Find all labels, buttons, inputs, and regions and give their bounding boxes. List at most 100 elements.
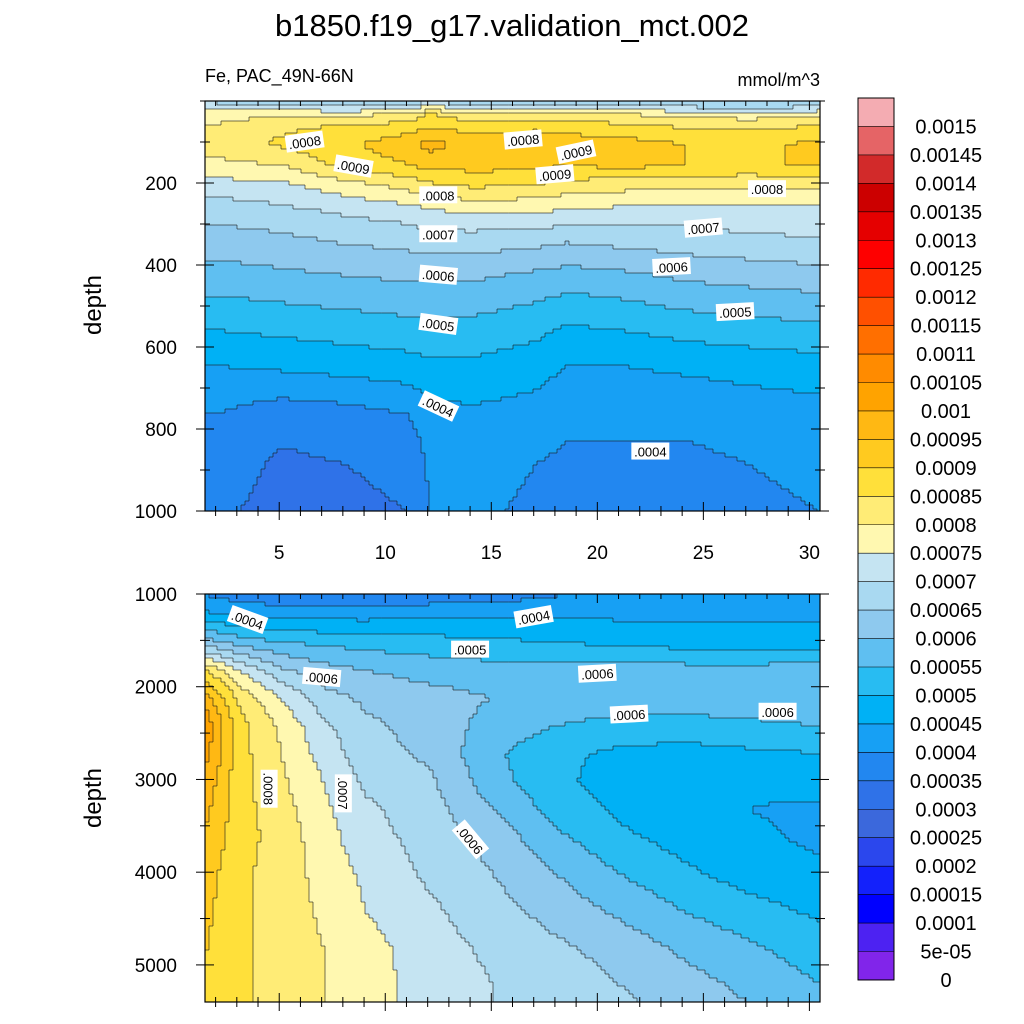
lower-band-cell [213,798,230,803]
lower-band-cell [253,874,306,879]
lower-band-cell [649,838,790,843]
upper-band-cell [257,477,366,482]
lower-band-cell [209,818,230,823]
upper-x-tick-label: 10 [375,543,396,564]
upper-band-cell [205,429,418,434]
upper-band-cell [421,449,558,454]
lower-band-cell [377,922,454,927]
upper-band-cell [485,277,674,282]
upper-band-cell [205,433,418,438]
upper-contour-label: .0009 [333,154,374,178]
upper-contour-label: .0007 [419,225,458,243]
lower-band-cell [517,830,562,835]
upper-band-cell [597,165,646,170]
lower-band-cell [469,718,586,723]
lower-band-cell [221,758,234,763]
lower-band-cell [253,910,314,915]
lower-band-cell [597,750,802,755]
upper-band-cell [205,185,306,190]
upper-band-cell [361,109,426,114]
upper-band-cell [329,373,558,378]
lower-band-cell [345,846,406,851]
lower-band-cell [205,930,210,935]
lower-band-cell [521,838,574,843]
lower-band-cell [253,882,310,887]
upper-band-cell [421,437,820,442]
upper-band-cell [205,413,410,418]
lower-band-cell [309,894,362,899]
lower-band-cell [229,774,254,779]
lower-band-cell [409,750,462,755]
upper-band-cell [653,273,820,278]
lower-band-cell [205,734,214,739]
upper-band-cell [517,393,820,398]
lower-band-cell [205,702,214,707]
upper-band-cell [553,225,686,230]
lower-band-cell [281,746,310,751]
upper-band-cell [205,313,398,318]
lower-band-cell [249,750,282,755]
lower-band-cell [713,922,820,927]
upper-band-cell [337,401,462,406]
lower-band-cell [385,810,450,815]
upper-band-cell [205,145,282,150]
upper-contour-label-bg [333,154,374,178]
upper-contour-label-text: .0004 [634,445,667,460]
upper-contour-label-bg [503,129,543,150]
lower-band-cell [261,838,302,843]
upper-x-tick-label: 30 [799,543,820,564]
lower-band-cell [365,910,446,915]
lower-band-cell [297,814,334,819]
lower-band-cell [557,934,650,939]
upper-band-cell [425,473,530,478]
lower-band-cell [253,894,310,899]
upper-band-cell [341,193,426,198]
lower-band-cell [205,650,234,655]
lower-band-cell [445,634,820,639]
upper-contour-label-text: .0007 [687,220,721,238]
lower-band-cell [321,682,430,687]
lower-band-cell [329,662,686,667]
lower-band-cell [445,910,526,915]
lower-band-cell [573,886,646,891]
lower-band-cell [205,850,222,855]
lower-band-cell [217,870,254,875]
upper-band-cell [317,173,394,178]
upper-band-cell [269,201,398,206]
lower-band-cell [333,810,386,815]
lower-band-cell [533,798,598,803]
upper-y-tick-label: 400 [145,256,177,277]
lower-band-cell [233,738,250,743]
lower-band-cell [205,918,214,923]
lower-band-cell [205,750,210,755]
lower-band-cell [225,698,238,703]
upper-band-cell [425,461,538,466]
lower-band-cell [249,674,274,679]
lower-band-cell [209,714,222,719]
upper-band-cell [733,381,820,386]
lower-band-cell [221,854,258,859]
upper-band-cell [205,121,222,126]
lower-band-cell [365,902,442,907]
lower-band-cell [469,770,514,775]
lower-band-cell [581,894,658,899]
lower-band-cell [465,738,526,743]
lower-band-cell [225,842,258,847]
upper-band-cell [205,333,262,338]
lower-band-cell [205,942,210,947]
lower-band-cell [341,742,402,747]
lower-band-cell [205,954,254,959]
upper-band-cell [401,381,546,386]
upper-band-cell [269,229,466,234]
lower-band-cell [441,906,522,911]
lower-band-cell [205,874,218,879]
lower-band-cell [437,778,474,783]
lower-band-cell [621,822,774,827]
lower-band-cell [209,682,226,687]
lower-band-cell [305,726,334,731]
lower-band-cell [265,706,290,711]
upper-band-cell [205,337,298,342]
lower-band-cell [581,842,658,847]
lower-band-cell [221,858,258,863]
upper-band-cell [513,497,802,502]
